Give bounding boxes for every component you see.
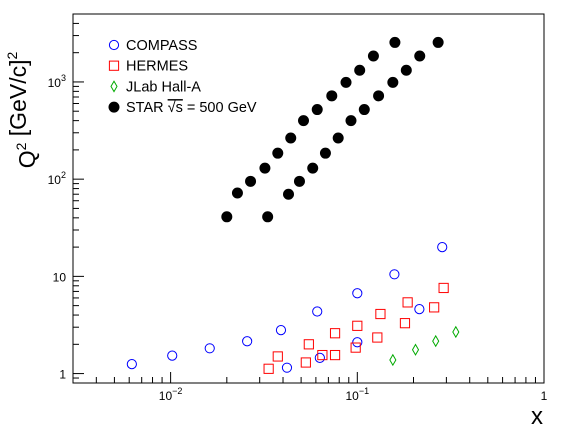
data-point-series-3	[319, 147, 331, 159]
y-tick-label: 103	[48, 73, 66, 90]
data-point-series-3	[387, 76, 399, 88]
data-point-series-3	[354, 64, 366, 76]
data-point-series-1	[372, 332, 383, 343]
data-point-series-1	[399, 318, 411, 329]
data-point-series-3	[262, 211, 274, 223]
data-point-series-3	[414, 50, 426, 62]
data-point-series-3	[340, 76, 352, 88]
data-point-series-1	[375, 308, 386, 320]
data-point-series-1	[402, 297, 413, 308]
legend-marker-0	[108, 39, 120, 51]
y-tick-label: 10	[53, 270, 67, 284]
data-point-series-0	[414, 304, 425, 315]
data-point-series-3	[293, 175, 305, 187]
legend-marker-1	[108, 60, 120, 71]
data-point-series-3	[231, 187, 243, 199]
data-point-series-1	[303, 339, 314, 350]
data-point-series-1	[329, 349, 341, 361]
data-point-series-3	[367, 50, 379, 62]
data-point-series-3	[311, 104, 323, 116]
data-point-series-0	[437, 242, 448, 253]
data-point-series-3	[373, 90, 385, 102]
legend-label-0: COMPASS	[126, 38, 197, 54]
data-point-series-2	[452, 325, 460, 339]
data-point-series-3	[400, 64, 412, 76]
data-point-series-3	[358, 104, 370, 116]
data-point-series-3	[326, 90, 338, 102]
legend-marker-2	[110, 80, 118, 93]
axis-titles: x Q2 [GeV/c]2	[4, 52, 543, 430]
data-point-series-2	[432, 334, 440, 348]
data-point-series-0	[242, 336, 253, 347]
axes: 10−2 10−1 1 1 10 102 103	[48, 13, 548, 403]
data-point-series-0	[352, 337, 363, 348]
y-tick-label: 102	[48, 170, 66, 187]
data-point-series-2	[389, 353, 397, 367]
legend-marker-3	[108, 101, 120, 113]
data-point-series-3	[389, 36, 401, 48]
x-tick-label: 10−1	[345, 386, 369, 403]
x-axis-title: x	[531, 403, 543, 430]
data-point-series-3	[298, 115, 310, 127]
data-point-series-0	[352, 288, 363, 299]
data-point-series-1	[317, 349, 328, 361]
data-point-series-0	[275, 325, 287, 336]
data-point-series-3	[432, 36, 444, 48]
legend-label-3: STAR √s = 500 GeV	[126, 100, 257, 116]
data-point-series-3	[272, 147, 284, 159]
y-axis-title: Q2 [GeV/c]2	[4, 52, 40, 169]
data-point-series-0	[167, 350, 178, 361]
data-point-series-3	[285, 132, 297, 144]
data-point-series-3	[221, 211, 233, 223]
data-point-series-2	[411, 343, 420, 356]
data-point-series-1	[300, 357, 311, 368]
data-point-series-0	[126, 359, 137, 370]
x-tick-label: 10−2	[159, 386, 183, 403]
data-point-series-1	[329, 328, 341, 339]
data-point-series-1	[438, 282, 449, 294]
data-point-series-0	[312, 306, 323, 317]
data-point-series-3	[345, 115, 357, 127]
legend-label-1: HERMES	[126, 59, 188, 75]
data-point-series-1	[352, 320, 363, 331]
data-point-series-0	[389, 269, 400, 280]
data-point-series-0	[204, 343, 215, 354]
plot-frame	[72, 13, 545, 384]
data-point-series-0	[281, 362, 293, 373]
data-point-series-3	[245, 175, 257, 187]
legend-label-2: JLab Hall-A	[126, 79, 201, 95]
data-point-series-3	[307, 162, 319, 174]
data-points	[126, 36, 460, 374]
legend: COMPASS HERMES JLab Hall-A STAR √s = 500 Ge…	[108, 38, 257, 116]
y-tick-label: 1	[59, 368, 66, 382]
data-point-series-1	[429, 302, 440, 313]
data-point-series-0	[314, 352, 325, 363]
x-tick-label: 1	[541, 389, 548, 403]
data-point-series-3	[259, 162, 271, 174]
data-point-series-1	[350, 342, 361, 353]
data-point-series-1	[263, 363, 274, 374]
data-point-series-1	[272, 351, 283, 362]
data-point-series-3	[332, 132, 344, 144]
data-point-series-3	[283, 188, 295, 200]
